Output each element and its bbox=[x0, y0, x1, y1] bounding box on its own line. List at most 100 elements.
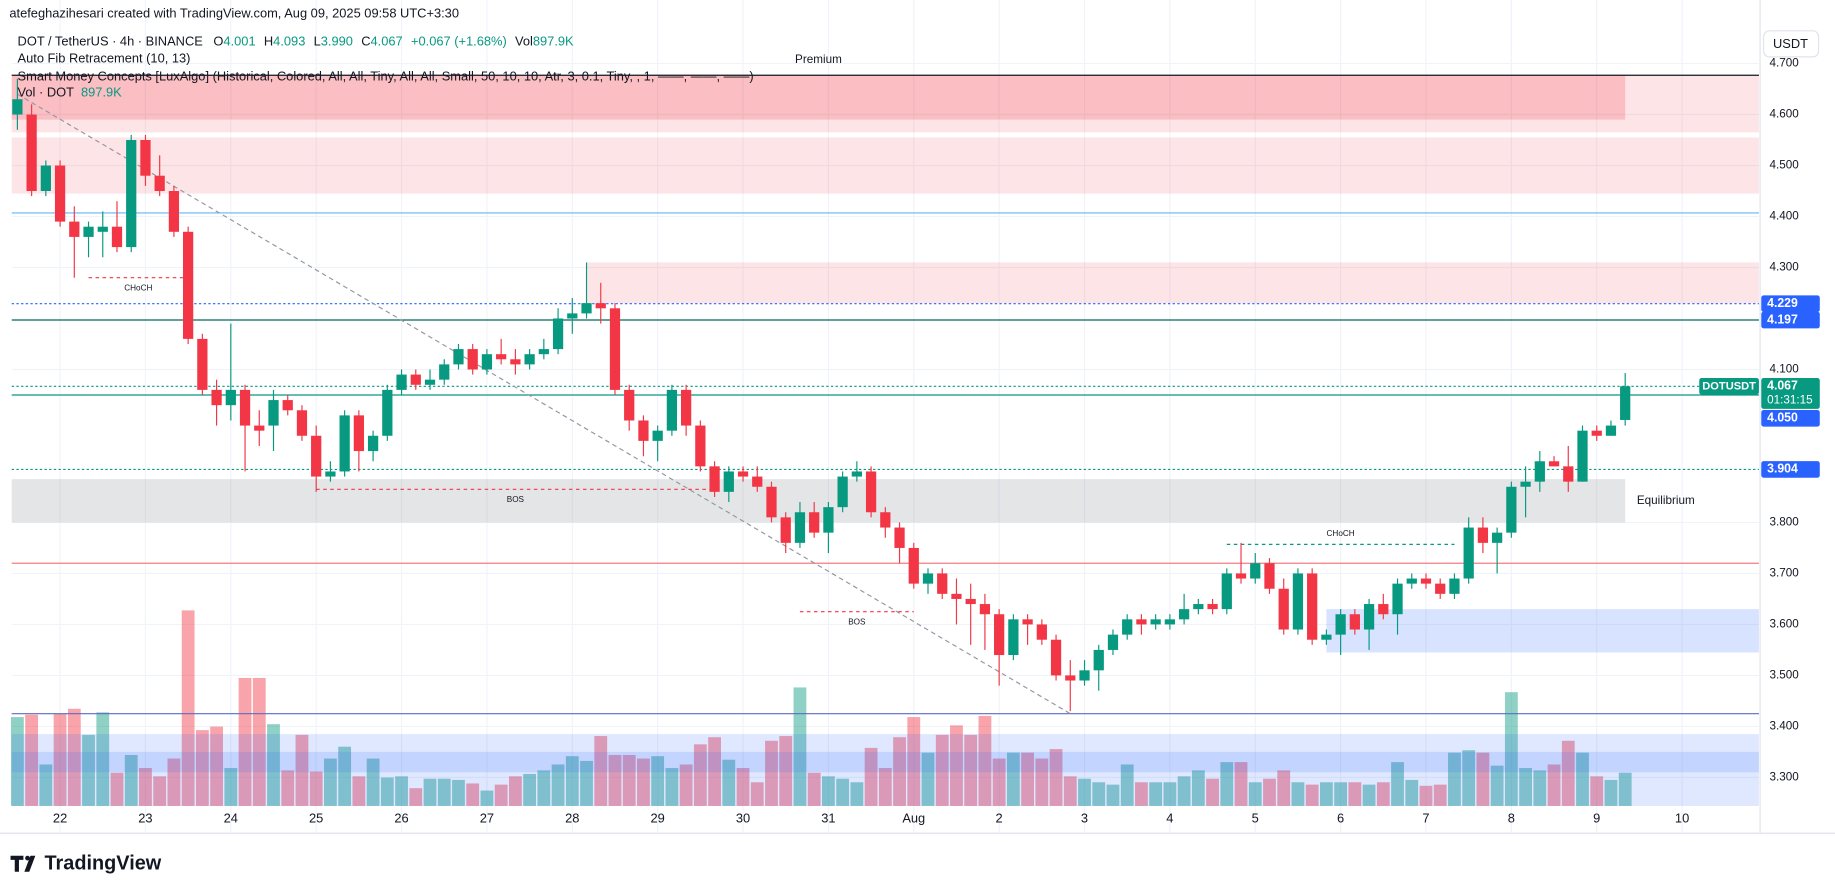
candle-body bbox=[1292, 573, 1304, 630]
indicator[interactable]: Smart Money Concepts [LuxAlgo] (Historic… bbox=[18, 68, 754, 83]
volume-bar bbox=[1206, 778, 1219, 806]
candle-body bbox=[1591, 430, 1602, 436]
candle-body bbox=[1264, 563, 1275, 589]
logo-text: TradingView bbox=[44, 852, 161, 874]
x-tick-label: 25 bbox=[309, 810, 323, 825]
volume-bar bbox=[1049, 749, 1063, 806]
candle-body bbox=[652, 430, 663, 441]
volume-bar bbox=[1063, 776, 1077, 806]
volume-bar bbox=[508, 776, 522, 806]
candle-body bbox=[951, 593, 962, 599]
volume-bar bbox=[39, 764, 53, 806]
volume-bar bbox=[1149, 782, 1163, 806]
volume-bar bbox=[124, 754, 138, 806]
candle-body bbox=[780, 517, 791, 543]
candle-body bbox=[396, 374, 407, 390]
candle-body bbox=[965, 598, 976, 605]
candle-body bbox=[666, 389, 678, 431]
candle-body bbox=[823, 507, 834, 533]
volume-bar bbox=[1362, 784, 1376, 806]
volume-pane bbox=[10, 610, 1632, 806]
volume-bar bbox=[437, 778, 451, 806]
volume-bar bbox=[608, 754, 622, 806]
candle-body bbox=[1477, 527, 1489, 543]
volume-bar bbox=[964, 734, 978, 806]
volume-bar bbox=[395, 776, 408, 806]
volume-bar bbox=[1092, 782, 1106, 806]
candle-body bbox=[1463, 527, 1474, 579]
volume-bar bbox=[181, 610, 195, 806]
candle-body bbox=[1065, 675, 1076, 681]
candle-body bbox=[467, 349, 478, 370]
y-tick-label: 4.400 bbox=[1769, 210, 1799, 223]
candle-body bbox=[453, 349, 464, 365]
candle-body bbox=[794, 512, 806, 543]
ohlc-value: 4.067 bbox=[371, 34, 403, 49]
legend-line: DOT / TetherUS · 4h · BINANCE O4.001 H4.… bbox=[18, 34, 574, 49]
volume-bar bbox=[25, 714, 39, 806]
change: +0.067 (+1.68%) bbox=[411, 34, 507, 49]
vol-key: Vol bbox=[515, 34, 533, 49]
symbol: DOT / TetherUS · 4h · BINANCE bbox=[18, 34, 204, 49]
currency-button[interactable] bbox=[1763, 30, 1820, 58]
candle-body bbox=[69, 221, 80, 237]
volume-bar bbox=[722, 759, 736, 806]
candle-body bbox=[1620, 386, 1631, 420]
zone bbox=[586, 262, 1759, 304]
x-tick-label: 3 bbox=[1081, 810, 1088, 825]
volume-bar bbox=[836, 778, 850, 806]
logo: TradingView bbox=[10, 852, 162, 874]
y-tick-label: 3.400 bbox=[1769, 719, 1799, 732]
volume-bar bbox=[267, 724, 280, 806]
volume-bar bbox=[1433, 784, 1447, 806]
candle-body bbox=[1193, 604, 1204, 610]
y-tick-label: 3.300 bbox=[1769, 770, 1799, 783]
vol-indicator-name: Vol · DOT bbox=[18, 85, 75, 100]
volume-bar bbox=[366, 758, 380, 806]
volume-bar bbox=[1191, 770, 1205, 806]
candle-body bbox=[353, 415, 364, 452]
volume-bar bbox=[551, 764, 565, 806]
candle-body bbox=[1349, 614, 1360, 630]
volume-bar bbox=[1078, 778, 1091, 806]
candle-body bbox=[40, 165, 51, 192]
price-tag bbox=[1761, 311, 1820, 329]
candle-body bbox=[54, 165, 66, 222]
volume-bar bbox=[1448, 752, 1461, 806]
candle-body bbox=[1406, 578, 1417, 584]
x-tick-label: 28 bbox=[565, 810, 579, 825]
candle-body bbox=[624, 389, 635, 421]
x-tick-label: 24 bbox=[224, 810, 238, 825]
candle-body bbox=[1506, 486, 1517, 533]
x-tick-label: 30 bbox=[736, 810, 750, 825]
candle-body bbox=[481, 354, 493, 370]
candle-body bbox=[695, 425, 706, 467]
zone bbox=[1326, 609, 1759, 653]
x-tick-label: 2 bbox=[996, 810, 1003, 825]
candle-body bbox=[609, 308, 621, 390]
candle-body bbox=[595, 303, 606, 309]
volume-bar bbox=[665, 768, 679, 806]
x-tick-label: 23 bbox=[138, 810, 152, 825]
candle-body bbox=[126, 140, 137, 248]
volume-bar bbox=[352, 776, 366, 806]
candle-body bbox=[979, 604, 991, 615]
indicator[interactable]: Auto Fib Retracement (10, 13) bbox=[18, 51, 191, 66]
volume-bar bbox=[1490, 765, 1504, 806]
volume-bar bbox=[893, 737, 906, 806]
candles bbox=[12, 78, 1631, 712]
volume-bar bbox=[238, 677, 252, 806]
indicator[interactable]: Vol · DOT 897.9K bbox=[18, 85, 123, 100]
candle-body bbox=[552, 318, 564, 350]
candle-body bbox=[1036, 624, 1047, 640]
volume-bar bbox=[1120, 764, 1134, 806]
currency-label[interactable]: USDT bbox=[1773, 36, 1808, 51]
candle-body bbox=[723, 471, 734, 492]
structure-label: CHoCH bbox=[1327, 529, 1355, 538]
candle-body bbox=[894, 527, 905, 548]
candle-body bbox=[382, 389, 393, 436]
volume-bar bbox=[693, 744, 707, 806]
candle-body bbox=[268, 400, 279, 426]
candle-body bbox=[1392, 583, 1403, 615]
